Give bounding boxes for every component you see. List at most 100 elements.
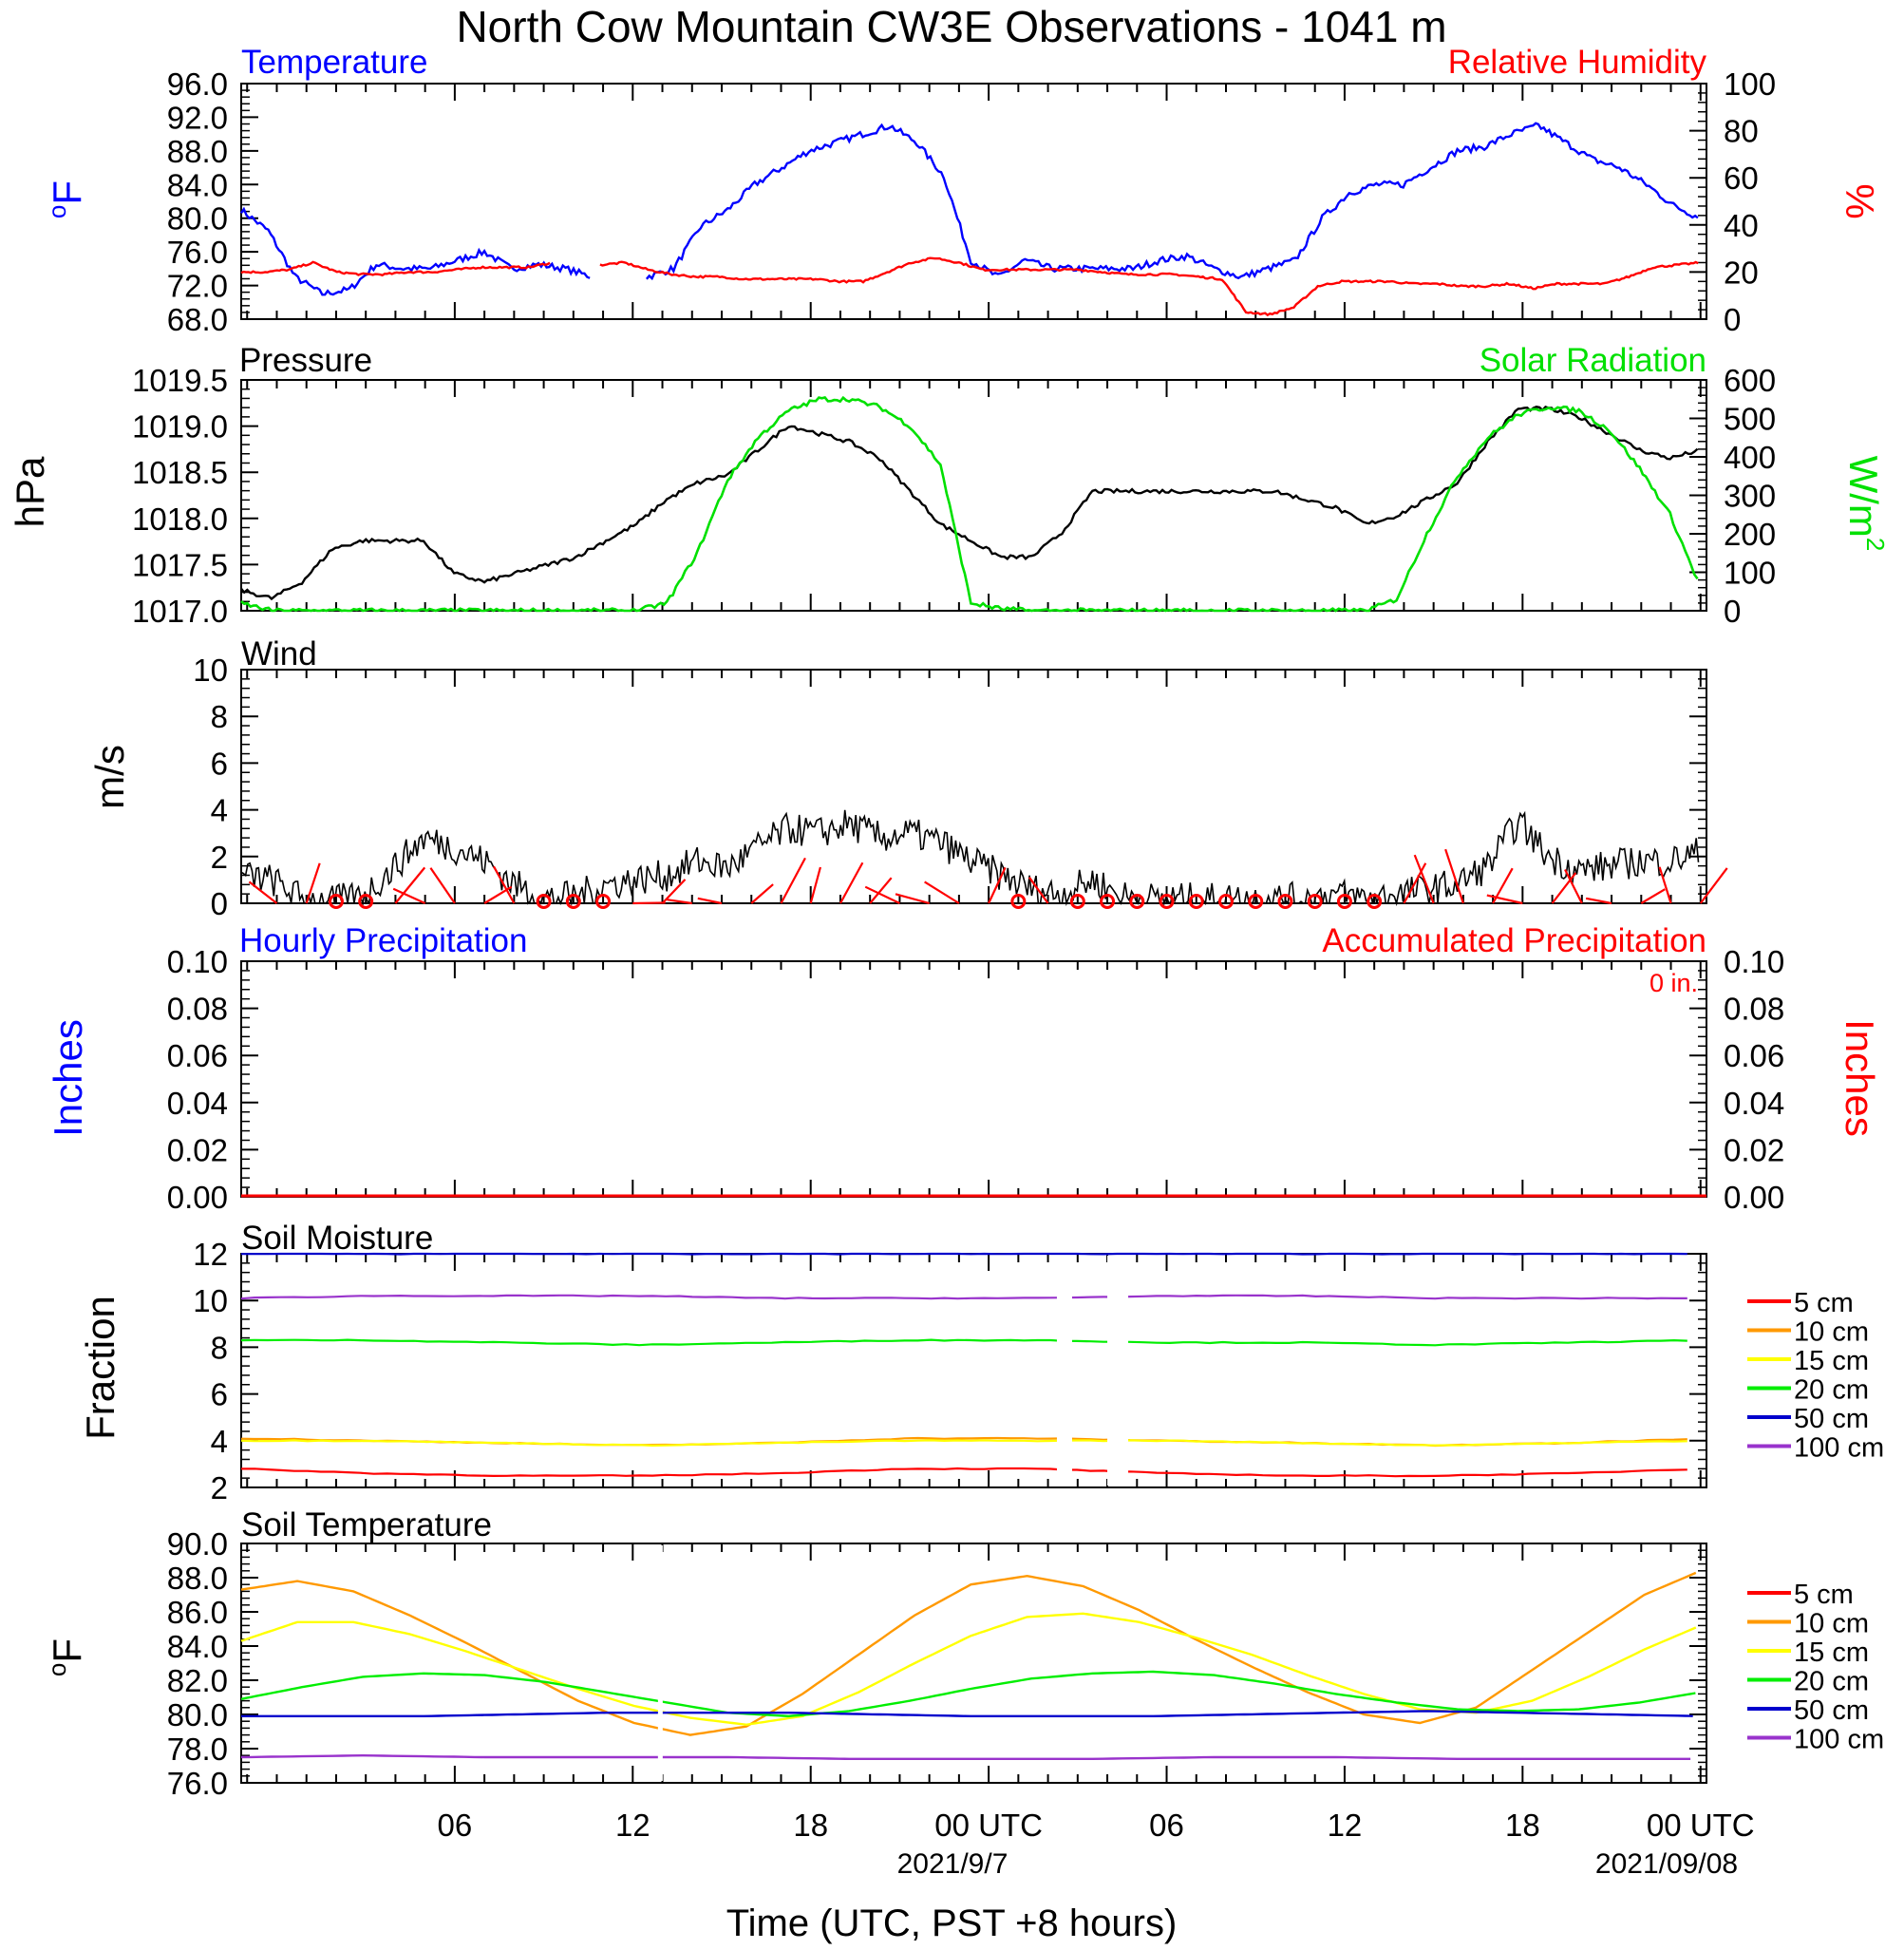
y-right-tick-label: 100 [1724,556,1776,591]
soil-moisture-line [240,1338,1687,1347]
y-right-tick-label: 500 [1724,402,1776,437]
wind-barb [1585,897,1612,905]
calm-wind-circle [1129,894,1145,909]
soil-temp-line [241,1710,1693,1718]
accum-precip-total: 0 in. [1650,969,1698,997]
y-right-tick-label: 0.02 [1724,1132,1784,1167]
soil-moisture-line [240,1252,1687,1256]
y-tick-label: 84.0 [167,1629,228,1664]
legend-label: 10 cm [1794,1317,1869,1348]
plot-frame [240,1253,1707,1488]
y-right-tick-label: 200 [1724,517,1776,552]
soil-moisture-line [240,1439,1687,1448]
soil-moisture-line [240,1467,1687,1478]
soil-moisture-line [240,1294,1687,1300]
legend-label: 50 cm [1794,1404,1869,1434]
calm-wind-circle [1367,894,1383,909]
plot-frame [240,83,1707,320]
wind-barb [780,857,806,904]
temperature-line [645,122,1699,281]
legend-label: 20 cm [1794,1375,1869,1406]
soil-temperature-title: Soil Temperature [241,1506,492,1543]
y-tick-label: 90.0 [167,1526,228,1562]
y-tick-label: 68.0 [167,302,228,337]
y-right-tick-label: 80 [1724,114,1759,149]
y-tick-label: 88.0 [167,134,228,169]
y-tick-label: 80.0 [167,1697,228,1732]
x-tick-label: 06 [1149,1808,1184,1843]
y-right-tick-label: 300 [1724,479,1776,514]
wind-barb [1564,869,1583,904]
hourly-precip-title: Hourly Precipitation [239,922,527,959]
legend-label: 100 cm [1794,1433,1884,1464]
x-tick-label: 12 [1328,1808,1363,1843]
y-tick-label: 1018.5 [132,455,228,490]
calm-wind-circle [1217,894,1234,909]
y-tick-label: 82.0 [167,1663,228,1698]
legend-label: 5 cm [1794,1288,1854,1318]
y-tick-label: 0 [211,886,228,921]
y-right-tick-label: 0.04 [1724,1086,1784,1121]
wind-barb [988,866,1007,904]
y-tick-label: 2 [211,1470,228,1505]
temperature-line [239,206,591,296]
wind-barb [392,887,426,905]
svg-text:oF: oF [43,1638,89,1676]
plot-frame [240,669,1707,904]
wind-barb [895,893,930,905]
y-tick-label: 0.02 [167,1132,228,1167]
calm-wind-circle [328,894,344,909]
legend-label: 15 cm [1794,1346,1869,1376]
calm-wind-circle [1159,894,1175,909]
y-right-tick-label: 0.10 [1724,944,1784,979]
legend-label: 5 cm [1794,1580,1854,1610]
soil-moisture-unit-label: Fraction [78,1296,123,1440]
calm-wind-circle [1336,894,1352,909]
wind-barb [248,880,278,904]
y-tick-label: 76.0 [167,1766,228,1801]
calm-wind-circle [595,894,612,909]
pressure-line [240,406,1699,601]
panel-pressure_solar: 1019.5 1019.0 1018.5 1018.0 1017.5 1017.0 600 5… [132,363,1776,629]
y-right-tick-label: 0 [1724,594,1741,629]
soil-temp-unit-label: oF [43,1638,89,1676]
wind-barb [864,885,900,904]
wind-barb [492,865,516,904]
panel-precip: 0.10 0.08 0.06 0.04 0.02 0.00 0.10 0.08 0.06 0.04… [167,944,1784,1215]
panel-temp_rh: 96.092.088.084.080.076.072.068.0 100 80 60 4… [167,66,1776,337]
x-tick-label: 00 UTC [934,1808,1043,1843]
y-tick-label: 76.0 [167,235,228,270]
data-gap [657,1545,663,1781]
y-right-tick-label: 100 [1724,66,1776,102]
y-tick-label: 0.08 [167,992,228,1027]
y-right-tick-label: 20 [1724,255,1759,290]
y-tick-label: 4 [211,1424,228,1459]
wind-barb [667,899,692,905]
wind-barb [697,897,723,905]
wind-barb [1403,862,1427,904]
x-tick-labels: 06 12 18 00 UTC 06 12 18 00 UTC [438,1808,1755,1843]
y-tick-label: 0.00 [167,1180,228,1215]
legend-label: 50 cm [1794,1695,1869,1726]
y-right-tick-label: 40 [1724,208,1759,243]
y-right-tick-label: 0.08 [1724,992,1784,1027]
calm-wind-circle [1277,894,1293,909]
accum-precip-title: Accumulated Precipitation [1322,922,1706,959]
date-label-2: 2021/09/08 [1595,1848,1738,1880]
y-tick-label: 80.0 [167,201,228,237]
y-tick-label: 0.06 [167,1038,228,1073]
pressure-unit-label: hPa [8,456,52,527]
plot-frame [240,960,1707,1198]
y-tick-label: 0.10 [167,944,228,979]
hourly-precip-unit-label: Inches [46,1019,90,1137]
wind-barb [429,867,456,904]
humidity-title: Relative Humidity [1448,44,1707,81]
solar-title: Solar Radiation [1480,342,1706,379]
y-tick-label: 92.0 [167,100,228,135]
wind-barb [632,901,666,905]
humidity-line [240,260,551,277]
wind-barb [809,866,821,904]
